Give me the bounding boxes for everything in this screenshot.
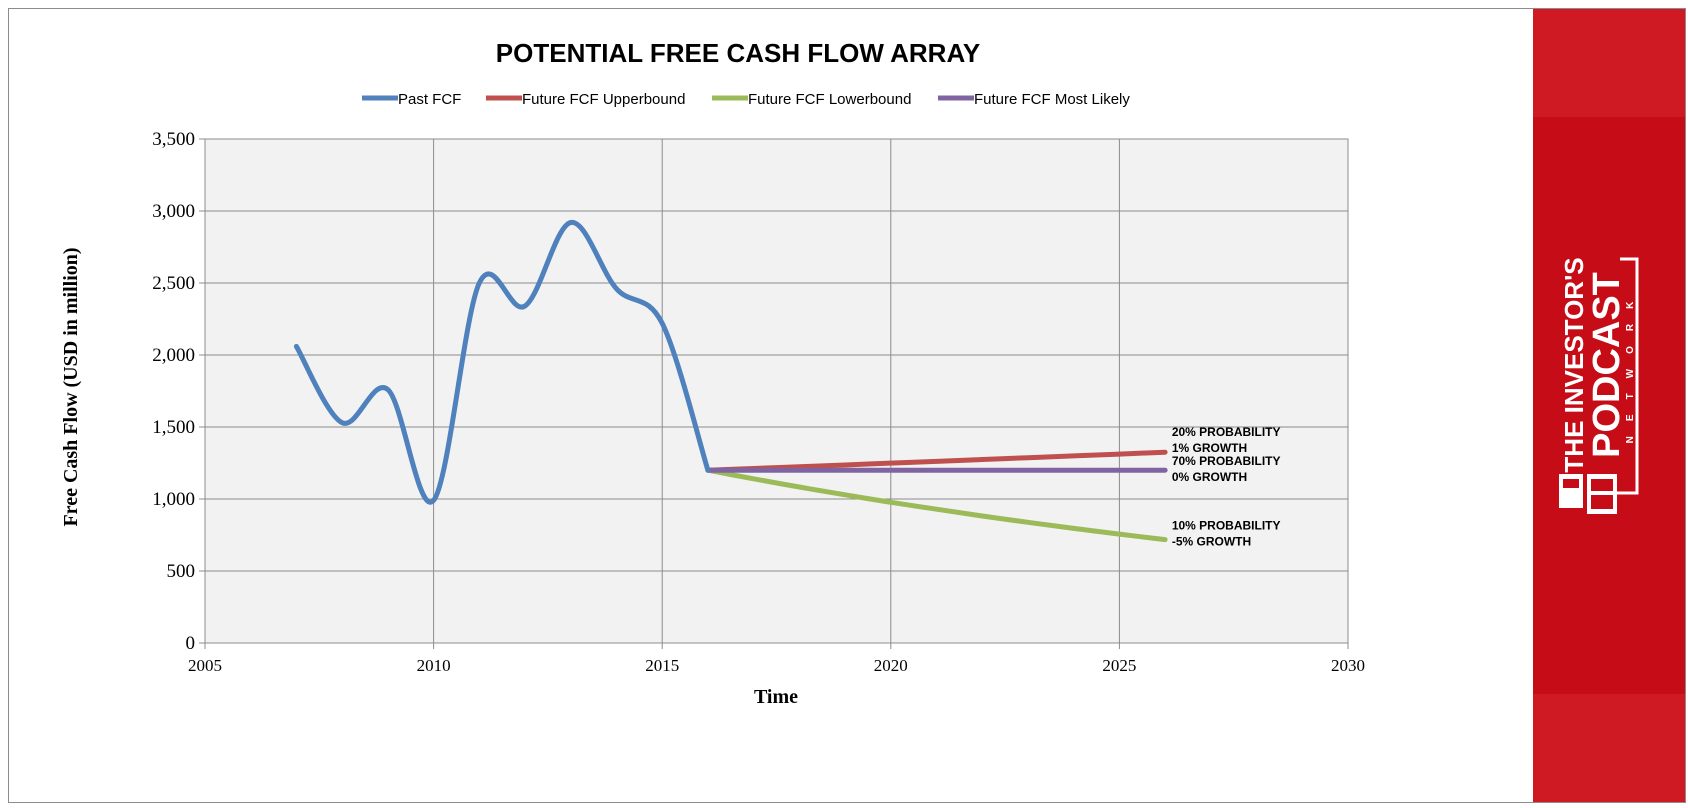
brand-banner: THE INVESTOR'S PODCAST NETWORK <box>1533 9 1685 802</box>
probability-annotation: 70% PROBABILITY 0% GROWTH <box>1172 454 1281 484</box>
building-icon <box>1559 474 1617 514</box>
x-tick-label: 2020 <box>874 656 908 675</box>
probability-annotation: 20% PROBABILITY 1% GROWTH <box>1172 425 1281 455</box>
y-tick-label: 500 <box>167 561 196 582</box>
y-tick-label: 0 <box>186 633 196 654</box>
annotation-line: 20% PROBABILITY <box>1172 425 1281 439</box>
series-line-future-fcf-upperbound <box>705 449 1168 473</box>
logo-line-3: NETWORK <box>1625 287 1636 444</box>
plot-area <box>204 138 1349 644</box>
annotation-line: 10% PROBABILITY <box>1172 519 1281 533</box>
x-tick-label: 2015 <box>645 656 679 675</box>
annotation-line: 0% GROWTH <box>1172 470 1247 484</box>
y-tick-label: 2,500 <box>152 273 195 294</box>
grid-lines <box>204 138 1349 644</box>
series-line-past-fcf <box>293 220 711 505</box>
banner-bottom-band <box>1533 694 1685 802</box>
legend-label-future-fcf-upperbound: Future FCF Upperbound <box>522 91 685 108</box>
logo-line-1: THE INVESTOR'S <box>1559 257 1589 472</box>
x-tick-label: 2005 <box>188 656 222 675</box>
x-axis-label: Time <box>754 686 798 708</box>
y-tick-label: 1,500 <box>152 417 195 438</box>
y-tick-label: 1,000 <box>152 489 195 510</box>
annotation-line: 70% PROBABILITY <box>1172 454 1281 468</box>
x-tick-label: 2010 <box>417 656 451 675</box>
legend-label-future-fcf-most-likely: Future FCF Most Likely <box>974 91 1130 108</box>
y-axis-label: Free Cash Flow (USD in million) <box>60 247 82 526</box>
logo-line-2: PODCAST <box>1586 272 1628 458</box>
annotation-line: 1% GROWTH <box>1172 441 1247 455</box>
chart-frame <box>8 8 1686 803</box>
x-tick-label: 2025 <box>1102 656 1136 675</box>
annotation-line: -5% GROWTH <box>1172 535 1251 549</box>
y-tick-label: 3,000 <box>152 201 195 222</box>
chart-title: POTENTIAL FREE CASH FLOW ARRAY <box>496 38 980 68</box>
series-line-future-fcf-lowerbound <box>705 467 1168 543</box>
chart-legend: Past FCF Future FCF Upperbound Future FCF … <box>362 91 1130 108</box>
investors-podcast-logo: THE INVESTOR'S PODCAST NETWORK <box>1559 257 1639 514</box>
x-axis-ticks: 2005 2010 2015 2020 2025 2030 <box>188 643 1365 675</box>
banner-top-band <box>1533 9 1685 117</box>
free-cash-flow-chart: POTENTIAL FREE CASH FLOW ARRAY Past FCF F… <box>60 38 1365 708</box>
y-tick-label: 3,500 <box>152 129 195 150</box>
x-tick-label: 2030 <box>1331 656 1365 675</box>
y-axis-ticks: 0 500 1,000 1,500 2,000 2,500 3,000 3,500 <box>152 129 205 654</box>
legend-label-past-fcf: Past FCF <box>398 91 461 108</box>
y-tick-label: 2,000 <box>152 345 195 366</box>
probability-annotation: 10% PROBABILITY -5% GROWTH <box>1172 519 1281 549</box>
series-layer <box>293 220 1168 543</box>
legend-label-future-fcf-lowerbound: Future FCF Lowerbound <box>748 91 911 108</box>
